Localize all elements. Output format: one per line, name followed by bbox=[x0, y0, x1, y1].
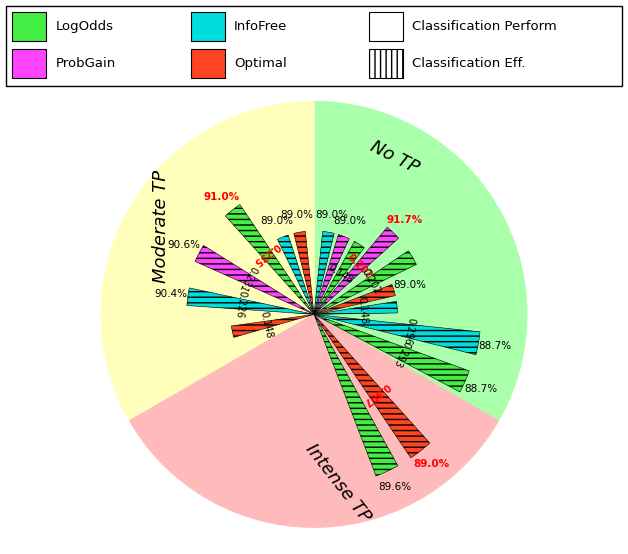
Bar bbox=[191, 12, 225, 41]
Polygon shape bbox=[278, 235, 314, 315]
Text: 0.231: 0.231 bbox=[236, 264, 258, 294]
Polygon shape bbox=[314, 315, 398, 476]
Polygon shape bbox=[314, 285, 395, 315]
Text: 0.202: 0.202 bbox=[360, 267, 382, 296]
Text: Optimal: Optimal bbox=[234, 57, 287, 70]
Bar bbox=[369, 49, 403, 78]
Polygon shape bbox=[314, 101, 527, 421]
Polygon shape bbox=[130, 315, 498, 527]
Polygon shape bbox=[187, 288, 314, 315]
Text: 0.148: 0.148 bbox=[356, 296, 369, 324]
Text: Classification Perform: Classification Perform bbox=[413, 20, 557, 33]
Text: InfoFree: InfoFree bbox=[234, 20, 288, 33]
Text: 88.7%: 88.7% bbox=[464, 383, 497, 393]
Text: 91.7%: 91.7% bbox=[387, 215, 423, 225]
Text: 89.0%: 89.0% bbox=[333, 216, 367, 225]
Polygon shape bbox=[314, 227, 399, 315]
Text: 0.296: 0.296 bbox=[402, 317, 416, 346]
Text: Classification Eff.: Classification Eff. bbox=[413, 57, 526, 70]
Text: 0.235: 0.235 bbox=[251, 240, 282, 267]
Polygon shape bbox=[314, 315, 480, 355]
Polygon shape bbox=[314, 251, 416, 315]
Text: 0.226: 0.226 bbox=[234, 290, 247, 319]
Text: Moderate TP: Moderate TP bbox=[152, 170, 170, 283]
Polygon shape bbox=[314, 234, 349, 315]
Text: 89.0%: 89.0% bbox=[315, 211, 348, 220]
Text: 89.0%: 89.0% bbox=[413, 459, 449, 469]
Polygon shape bbox=[314, 315, 430, 458]
Bar bbox=[369, 12, 403, 41]
Text: ProbGain: ProbGain bbox=[55, 57, 116, 70]
Text: 91.0%: 91.0% bbox=[204, 192, 240, 202]
Text: 88.7%: 88.7% bbox=[479, 341, 512, 351]
Polygon shape bbox=[294, 232, 314, 315]
Text: No TP: No TP bbox=[367, 137, 421, 177]
Polygon shape bbox=[314, 301, 398, 315]
Text: 90.4%: 90.4% bbox=[154, 289, 187, 299]
Polygon shape bbox=[101, 101, 314, 421]
Text: 0.307: 0.307 bbox=[360, 380, 391, 407]
Text: 0.148: 0.148 bbox=[326, 262, 355, 285]
Polygon shape bbox=[195, 245, 314, 315]
Polygon shape bbox=[314, 232, 334, 315]
Polygon shape bbox=[231, 315, 314, 337]
Text: 0.148: 0.148 bbox=[259, 310, 274, 339]
Text: 89.0%: 89.0% bbox=[260, 216, 293, 226]
Text: LogOdds: LogOdds bbox=[55, 20, 114, 33]
Text: 0.202: 0.202 bbox=[345, 253, 374, 281]
Bar bbox=[13, 49, 46, 78]
Text: Intense TP: Intense TP bbox=[301, 440, 374, 526]
Text: 0.293: 0.293 bbox=[391, 338, 412, 368]
Text: 89.0%: 89.0% bbox=[280, 211, 313, 220]
Polygon shape bbox=[314, 315, 469, 392]
FancyBboxPatch shape bbox=[6, 6, 622, 86]
Bar bbox=[191, 49, 225, 78]
Polygon shape bbox=[225, 204, 314, 315]
Bar bbox=[13, 12, 46, 41]
Text: 90.6%: 90.6% bbox=[168, 240, 200, 250]
Text: 89.0%: 89.0% bbox=[394, 280, 426, 290]
Text: 89.6%: 89.6% bbox=[378, 482, 411, 492]
Polygon shape bbox=[314, 242, 364, 315]
